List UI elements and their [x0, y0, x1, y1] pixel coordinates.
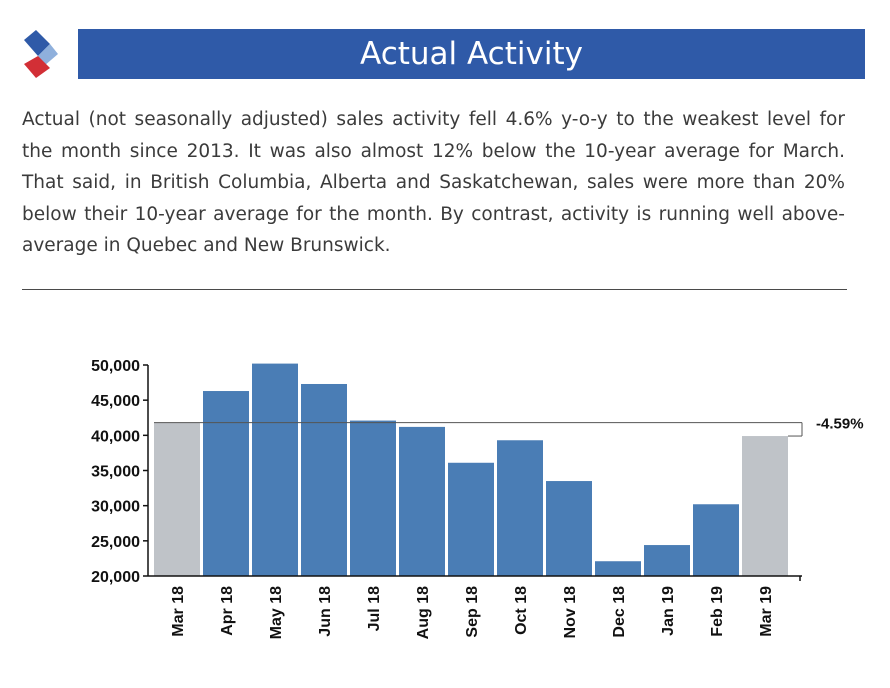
bar-mar-19 — [742, 436, 788, 576]
y-tick-label: 25,000 — [91, 534, 140, 551]
x-tick-label: Apr 18 — [219, 586, 236, 636]
bar-sep-18 — [448, 462, 494, 576]
bar-jul-18 — [350, 420, 396, 576]
y-tick-label: 30,000 — [91, 499, 140, 516]
bar-jun-18 — [301, 383, 347, 576]
x-tick-label: Jun 18 — [317, 586, 334, 637]
bar-apr-18 — [203, 391, 249, 576]
y-tick-label: 40,000 — [91, 428, 140, 445]
x-tick-label: May 18 — [268, 586, 285, 639]
sales-bar-chart: -4.59% 50,000 45,000 40,000 35,000 30,000 25,0… — [91, 358, 864, 639]
x-tick-label: Dec 18 — [611, 586, 628, 638]
x-tick-label: Feb 19 — [709, 586, 726, 637]
y-tick-label: 35,000 — [91, 464, 140, 481]
bar-aug-18 — [399, 426, 445, 576]
x-tick-label: Mar 18 — [170, 586, 187, 637]
summary-paragraph: Actual (not seasonally adjusted) sales a… — [22, 109, 845, 256]
bar-nov-18 — [546, 481, 592, 576]
bar-dec-18 — [595, 561, 641, 576]
x-tick-label: Oct 18 — [513, 586, 530, 635]
x-tick-label: Jul 18 — [366, 586, 383, 631]
x-tick-label: Jan 19 — [660, 586, 677, 636]
y-tick-label: 20,000 — [91, 569, 140, 586]
x-tick-label: Sep 18 — [464, 586, 481, 638]
y-tick-label: 50,000 — [91, 358, 140, 375]
bar-mar-18 — [154, 422, 200, 576]
page-title: Actual Activity — [78, 29, 865, 79]
bar-jan-19 — [644, 545, 690, 576]
bar-oct-18 — [497, 440, 543, 576]
x-tick-label: Mar 19 — [758, 586, 775, 637]
bar-feb-19 — [693, 504, 739, 576]
diamond-logo-icon — [24, 30, 58, 78]
x-tick-label: Aug 18 — [415, 586, 432, 639]
section-divider — [22, 289, 847, 290]
bar-may-18 — [252, 363, 298, 576]
change-annotation: -4.59% — [816, 416, 864, 433]
y-tick-label: 45,000 — [91, 393, 140, 410]
x-tick-label: Nov 18 — [562, 586, 579, 639]
